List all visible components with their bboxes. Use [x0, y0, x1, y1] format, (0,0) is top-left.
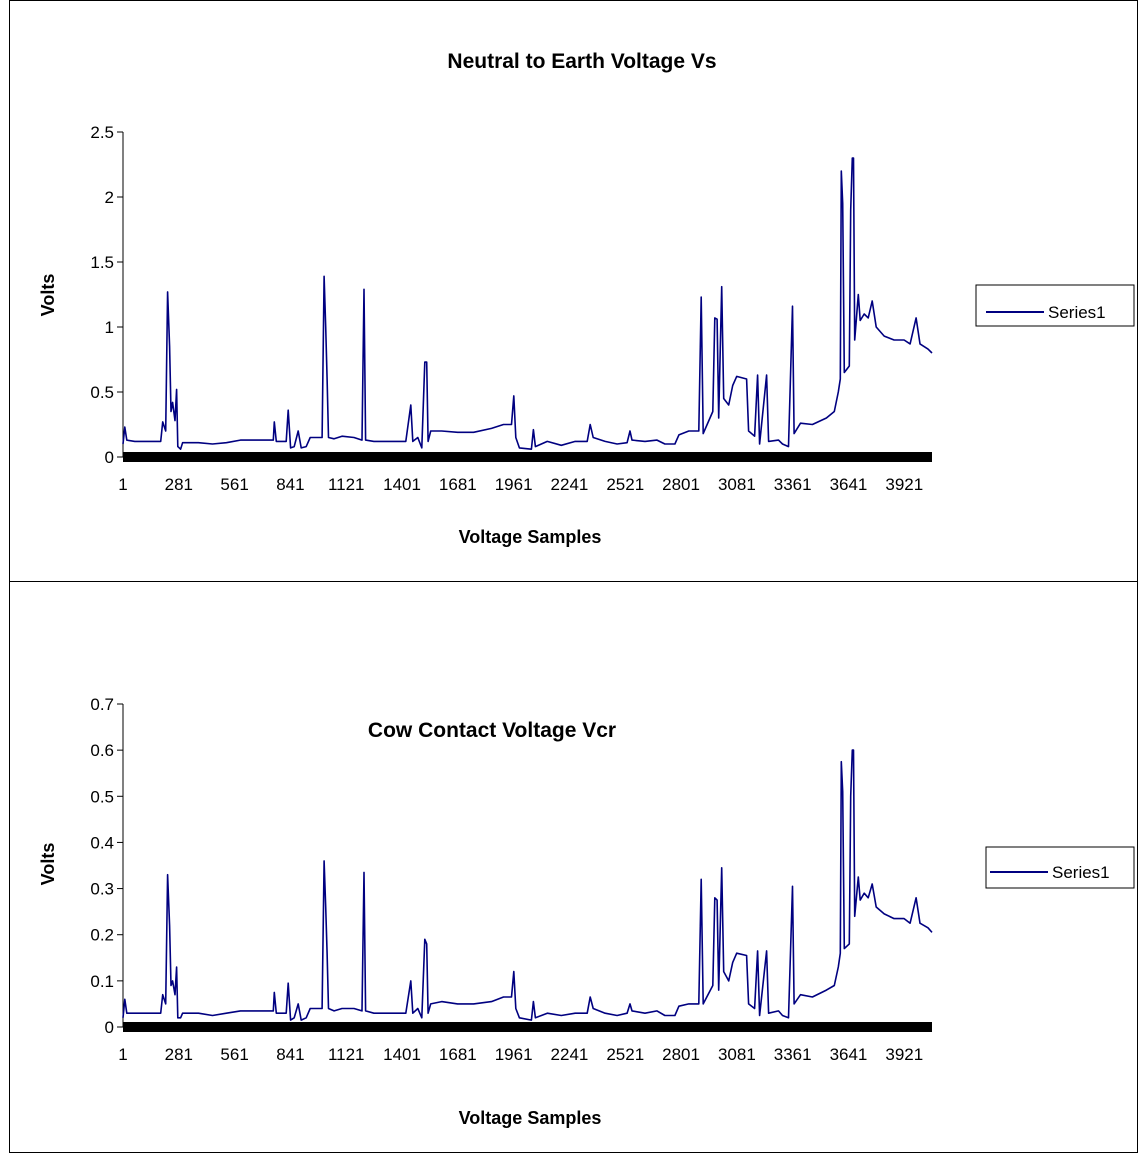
x-tick-label: 2241	[551, 1045, 589, 1064]
x-tick-label: 1	[118, 475, 127, 494]
chart-svg-neutral-earth: Neutral to Earth Voltage Vs Volts Voltag…	[38, 50, 1135, 547]
x-tick-label: 281	[165, 1045, 193, 1064]
y-tick-label: 0	[105, 448, 114, 467]
y-tick-label: 1	[105, 318, 114, 337]
legend-label: Series1	[1048, 303, 1106, 322]
x-tick-label: 3081	[718, 1045, 756, 1064]
chart-title: Neutral to Earth Voltage Vs	[447, 50, 716, 73]
chart-svg-cow-contact: Cow Contact Voltage Vcr Volts Voltage Sa…	[38, 695, 1135, 1128]
x-tick-label: 3641	[830, 1045, 868, 1064]
y-tick-label: 0.6	[90, 741, 114, 760]
x-tick-label: 1401	[383, 475, 421, 494]
y-axis: 0 0.5 1 1.5 2 2.5	[90, 123, 124, 467]
y-axis-label: Volts	[38, 843, 58, 886]
x-tick-label: 1121	[328, 475, 365, 494]
x-tick-label: 561	[220, 475, 248, 494]
y-tick-label: 0.5	[90, 787, 114, 806]
series-group	[122, 157, 933, 450]
y-axis-label: Volts	[38, 274, 58, 317]
x-tick-label: 1961	[495, 1045, 533, 1064]
legend: Series1	[975, 284, 1135, 327]
y-tick-label: 1.5	[90, 253, 114, 272]
y-tick-label: 0.1	[90, 972, 114, 991]
x-tick-label: 1961	[495, 475, 533, 494]
y-tick-label: 0.5	[90, 383, 114, 402]
x-tick-label: 3921	[885, 475, 923, 494]
x-tick-label: 841	[276, 1045, 304, 1064]
y-tick-label: 2	[105, 188, 114, 207]
x-tick-label: 841	[276, 475, 304, 494]
x-axis: 1 281 561 841 1121 1401 1681 1961 2241 2521 2801 30…	[118, 1022, 932, 1064]
x-tick-label: 1401	[383, 1045, 421, 1064]
chart-panel-2: Cow Contact Voltage Vcr Volts Voltage Sa…	[9, 581, 1138, 1153]
x-tick-label: 2801	[662, 475, 700, 494]
legend-label: Series1	[1052, 863, 1110, 882]
x-tick-label: 3641	[830, 475, 868, 494]
legend-box	[975, 284, 1135, 327]
x-tick-label: 3081	[718, 475, 756, 494]
y-tick-label: 0.7	[90, 695, 114, 714]
x-tick-label: 2521	[606, 1045, 644, 1064]
x-tick-label: 561	[220, 1045, 248, 1064]
y-tick-label: 0.4	[90, 833, 114, 852]
y-tick-label: 0.3	[90, 880, 114, 899]
x-tick-label: 3921	[885, 1045, 923, 1064]
x-tick-label: 3361	[774, 1045, 812, 1064]
x-tick-label: 1121	[328, 1045, 365, 1064]
x-tick-label: 1681	[439, 475, 477, 494]
y-tick-label: 2.5	[90, 123, 114, 142]
x-tick-label: 281	[165, 475, 193, 494]
x-tick-label: 2241	[551, 475, 589, 494]
y-axis: 0 0.1 0.2 0.3 0.4 0.5 0.6 0.7	[90, 695, 124, 1037]
series-line	[122, 157, 933, 450]
y-tick-label: 0	[105, 1018, 114, 1037]
x-tick-label: 2521	[606, 475, 644, 494]
series-group	[122, 749, 933, 1021]
series-line	[122, 749, 933, 1021]
x-axis-bar	[123, 452, 932, 462]
x-tick-label: 1	[118, 1045, 127, 1064]
x-tick-label: 1681	[439, 1045, 477, 1064]
x-axis-label: Voltage Samples	[459, 527, 602, 547]
chart-panel-1: Neutral to Earth Voltage Vs Volts Voltag…	[9, 0, 1138, 582]
x-tick-label: 3361	[774, 475, 812, 494]
x-axis-bar	[123, 1022, 932, 1032]
chart-title: Cow Contact Voltage Vcr	[368, 719, 616, 742]
legend-box	[985, 846, 1135, 889]
y-tick-label: 0.2	[90, 926, 114, 945]
x-tick-label: 2801	[662, 1045, 700, 1064]
x-axis-label: Voltage Samples	[459, 1108, 602, 1128]
legend: Series1	[985, 846, 1135, 889]
x-axis: 1 281 561 841 1121 1401 1681 1961 2241 2521 2801 30…	[118, 452, 932, 494]
